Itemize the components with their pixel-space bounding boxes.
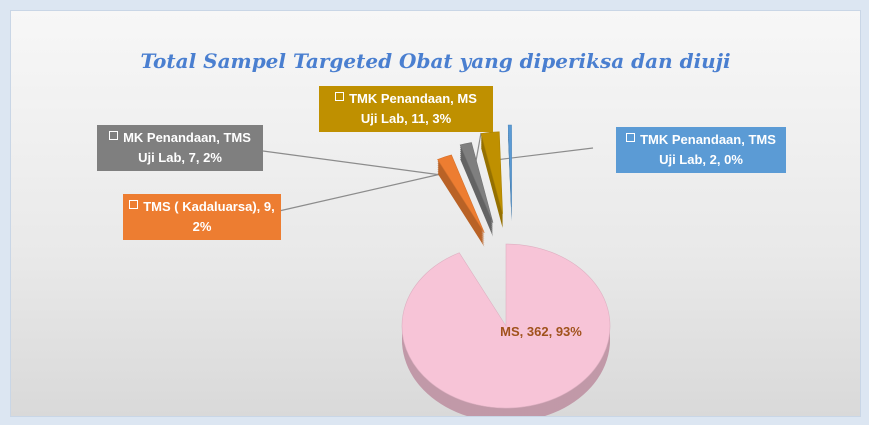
data-label: TMK Penandaan, TMS Uji Lab, 2, 0% [616, 127, 786, 173]
label-category: TMK Penandaan, MS Uji Lab [349, 91, 477, 126]
label-key [335, 92, 345, 101]
label-percent: 3% [432, 111, 452, 126]
data-label: MS, 362, 93% [500, 324, 582, 339]
label-value: 362 [526, 324, 549, 339]
slice [459, 142, 494, 223]
chart-area: Total Sampel Targeted Obat yang diperiks… [10, 10, 861, 417]
label-percent: 2% [192, 219, 212, 234]
slice [437, 154, 485, 233]
label-value: 2 [709, 152, 717, 167]
label-percent: 0% [724, 152, 743, 167]
chart-title: Total Sampel Targeted Obat yang diperiks… [140, 49, 731, 73]
label-key [626, 133, 636, 142]
slice [401, 243, 611, 409]
label-value: 11 [411, 111, 426, 126]
data-label: MK Penandaan, TMS Uji Lab, 7, 2% [97, 125, 263, 171]
plot [262, 124, 611, 416]
label-category: MK Penandaan, TMS Uji Lab [123, 130, 251, 165]
label-value: 7 [188, 150, 196, 165]
label-key [109, 131, 119, 140]
label-key [129, 200, 139, 209]
leader-line [475, 132, 482, 162]
label-value: 9 [263, 199, 272, 214]
label-percent: 2% [203, 150, 222, 165]
data-label: TMS ( Kadaluarsa), 9, 2% [123, 194, 281, 240]
slice-side [460, 150, 493, 231]
label-category: TMK Penandaan, TMS Uji Lab [640, 132, 776, 167]
slice-side [460, 148, 493, 229]
slice [480, 131, 503, 214]
label-category: TMS ( Kadaluarsa) [143, 199, 257, 214]
data-label: TMK Penandaan, MS Uji Lab, 11, 3% [319, 86, 493, 132]
label-percent: 93% [555, 324, 582, 339]
label-category: MS [500, 324, 520, 339]
leader-line [262, 150, 457, 178]
slice-side [460, 154, 493, 235]
slice-side [460, 146, 493, 227]
leader-line [486, 147, 594, 162]
slice [507, 124, 512, 208]
slice-side [460, 156, 493, 237]
slice-side [460, 152, 493, 233]
leader-lines [262, 132, 594, 212]
leader-line [278, 173, 442, 212]
